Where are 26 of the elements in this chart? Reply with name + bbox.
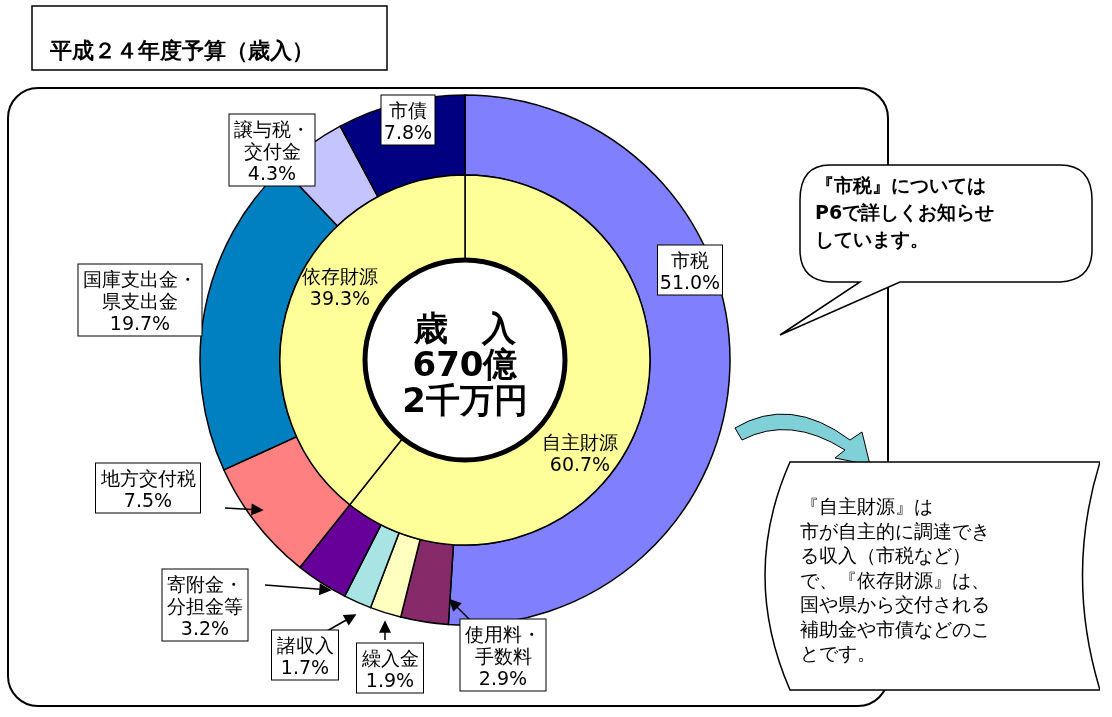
data-label: 39.3% [309, 287, 371, 309]
slice-label: 繰入金 [360, 647, 419, 669]
data-label: 4.3% [247, 162, 297, 184]
slice-label: 自主財源 [542, 431, 618, 453]
data-label: 51.0% [659, 271, 721, 293]
text: 『市税』についてはP6で詳しくお知らせしています。 [815, 174, 995, 250]
data-label: 7.8% [383, 121, 433, 143]
data-label: 3.2% [180, 617, 230, 639]
chart-title: 平成２４年度予算（歳入） [49, 38, 314, 63]
data-label: 1.7% [280, 656, 330, 678]
slice-label: 国庫支出金・県支出金 [83, 268, 197, 312]
text: 歳 入670億2千万円 [402, 308, 528, 420]
slice-label: 諸収入 [276, 634, 334, 656]
data-label: 19.7% [109, 312, 171, 334]
data-label: 1.9% [365, 669, 415, 691]
slice-label: 依存財源 [302, 265, 378, 287]
text: 『自主財源』は市が自主的に調達できる収入（市税など）で、『依存財源』は、国や県から交付される補助金や市債などのことです。 [800, 495, 990, 664]
slice-label: 市債 [389, 99, 427, 121]
data-label: 2.9% [478, 667, 528, 689]
slice-label: 市税 [671, 249, 709, 271]
data-label: 60.7% [549, 453, 611, 475]
slice-label: 寄附金・分担金等 [167, 573, 243, 617]
slice-label: 譲与税・交付金 [234, 118, 310, 162]
slice-label: 地方交付税 [99, 467, 196, 489]
slice-label: 使用料・手数料 [465, 623, 541, 667]
data-label: 7.5% [123, 489, 173, 511]
